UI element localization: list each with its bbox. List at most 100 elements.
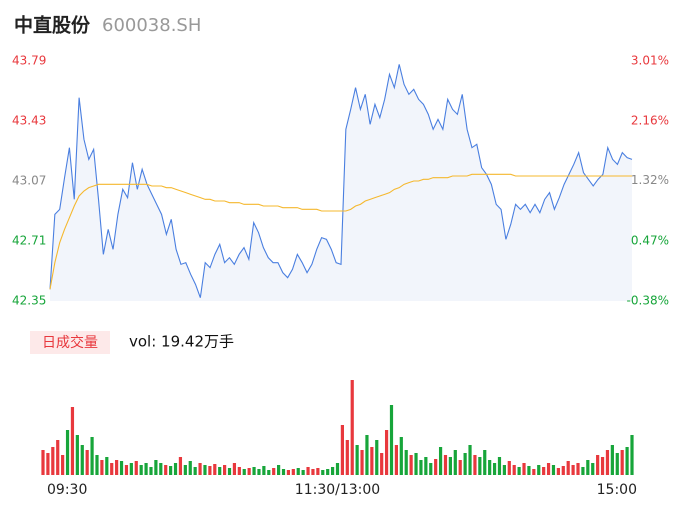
- volume-bar: [517, 467, 521, 475]
- volume-bar: [561, 466, 565, 475]
- volume-bar: [129, 463, 133, 475]
- volume-bar: [198, 463, 202, 475]
- volume-bar: [227, 468, 232, 475]
- volume-bar: [90, 437, 94, 475]
- y-tick-label: 43.43: [12, 114, 46, 128]
- volume-bar: [65, 430, 70, 475]
- volume-bar: [321, 470, 325, 475]
- volume-bar: [542, 467, 546, 475]
- volume-bar: [502, 465, 506, 475]
- volume-bar: [257, 469, 261, 475]
- volume-bar: [144, 463, 148, 475]
- volume-bar: [546, 463, 551, 475]
- volume-bar: [600, 457, 605, 475]
- volume-bar: [478, 457, 482, 475]
- volume-bar: [591, 463, 595, 475]
- volume-bar: [335, 463, 340, 475]
- volume-bar: [512, 465, 516, 475]
- volume-total: vol: 19.42万手: [129, 333, 234, 351]
- price-area: [50, 64, 632, 301]
- volume-bar: [384, 430, 389, 475]
- volume-bar: [576, 463, 580, 475]
- volume-bar: [492, 463, 497, 475]
- volume-bar: [139, 465, 143, 475]
- volume-bar: [70, 407, 75, 475]
- x-tick-label: 09:30: [47, 482, 87, 498]
- y-tick-label: 42.71: [12, 234, 46, 248]
- volume-bar: [56, 440, 60, 475]
- volume-bar: [247, 468, 251, 475]
- stock-code: 600038.SH: [102, 15, 201, 36]
- volume-bar: [159, 463, 163, 475]
- volume-bar: [605, 450, 610, 475]
- volume-bar: [399, 437, 403, 475]
- volume-bar: [169, 466, 173, 475]
- volume-bar: [110, 463, 114, 475]
- volume-bar: [419, 460, 423, 475]
- y-tick-label: 43.79: [12, 54, 46, 68]
- volume-bar: [581, 467, 585, 475]
- volume-bar: [51, 447, 55, 475]
- volume-bar: [75, 435, 79, 475]
- volume-bar: [522, 463, 526, 475]
- average-line: [49, 173, 632, 290]
- volume-bar: [178, 457, 183, 475]
- y2-tick-label: 2.16%: [631, 114, 669, 128]
- y2-tick-label: -0.38%: [627, 294, 669, 308]
- volume-bar: [61, 455, 65, 475]
- volume-bar: [237, 467, 241, 475]
- volume-badge: [30, 331, 110, 354]
- volume-bar: [340, 425, 345, 475]
- volume-bar: [252, 467, 256, 475]
- volume-bar: [630, 435, 634, 475]
- volume-bar: [311, 469, 315, 475]
- volume-bar: [100, 460, 104, 475]
- volume-bar: [389, 405, 394, 475]
- volume-bar: [46, 453, 50, 475]
- volume-bar: [404, 450, 408, 475]
- volume-bar: [149, 467, 153, 475]
- volume-bar: [277, 465, 281, 475]
- x-tick-label: 15:00: [597, 482, 637, 498]
- volume-bar: [326, 469, 330, 475]
- volume-bar: [458, 460, 462, 475]
- volume-bar: [350, 380, 354, 475]
- volume-bar: [443, 455, 448, 475]
- volume-bar: [537, 465, 541, 475]
- volume-bar: [355, 445, 359, 475]
- volume-bar: [301, 470, 305, 475]
- volume-bar: [463, 453, 467, 475]
- volume-bar: [448, 457, 452, 475]
- volume-bar: [105, 457, 109, 475]
- volume-title: 日成交量: [42, 334, 98, 351]
- volume-bar: [296, 468, 300, 475]
- volume-bar: [232, 463, 237, 475]
- volume-bar: [281, 469, 286, 475]
- volume-bar: [429, 463, 433, 475]
- stock-name: 中直股份: [14, 14, 91, 37]
- volume-bar: [424, 457, 428, 475]
- y-tick-label: 43.07: [12, 174, 46, 188]
- volume-bar: [208, 466, 212, 475]
- volume-bar: [473, 455, 477, 475]
- volume-bar: [95, 455, 99, 475]
- volume-bar: [566, 461, 570, 475]
- volume-bar: [193, 467, 197, 475]
- volume-bar: [375, 440, 379, 475]
- volume-bar: [345, 440, 349, 475]
- y2-tick-label: 3.01%: [631, 54, 669, 68]
- volume-bar: [218, 467, 222, 475]
- volume-bar: [620, 450, 624, 475]
- x-tick-label: 11:30/13:00: [295, 482, 380, 498]
- volume-bar: [173, 463, 178, 475]
- volume-bar: [80, 445, 84, 475]
- volume-bar: [134, 461, 138, 475]
- volume-bar: [414, 453, 418, 475]
- volume-bar: [119, 461, 124, 475]
- volume-bar: [596, 455, 600, 475]
- volume-bar: [330, 467, 335, 475]
- volume-bar: [286, 470, 291, 475]
- volume-bar: [370, 447, 374, 475]
- volume-bar: [267, 470, 271, 475]
